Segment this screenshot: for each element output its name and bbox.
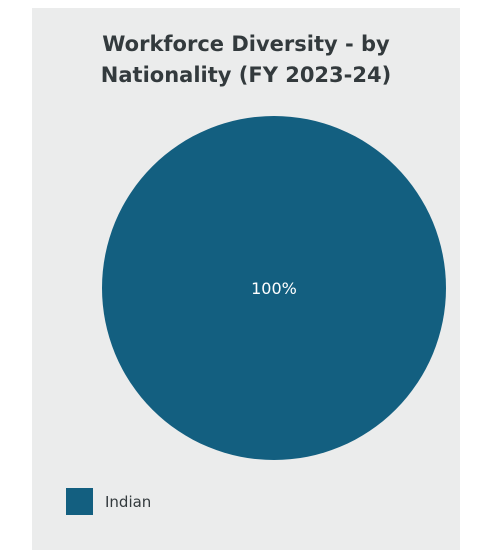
pie-chart: 100% — [102, 116, 446, 460]
pie-slice-indian — [102, 116, 446, 460]
legend: Indian — [66, 488, 151, 515]
legend-swatch-indian — [66, 488, 93, 515]
chart-title: Workforce Diversity - by Nationality (FY… — [32, 29, 460, 91]
pie-slice-label: 100% — [251, 279, 297, 298]
chart-title-line-2: Nationality (FY 2023-24) — [100, 63, 392, 87]
chart-title-line-1: Workforce Diversity - by — [102, 32, 390, 56]
legend-label-indian: Indian — [105, 492, 152, 511]
chart-panel: Workforce Diversity - by Nationality (FY… — [32, 8, 460, 550]
